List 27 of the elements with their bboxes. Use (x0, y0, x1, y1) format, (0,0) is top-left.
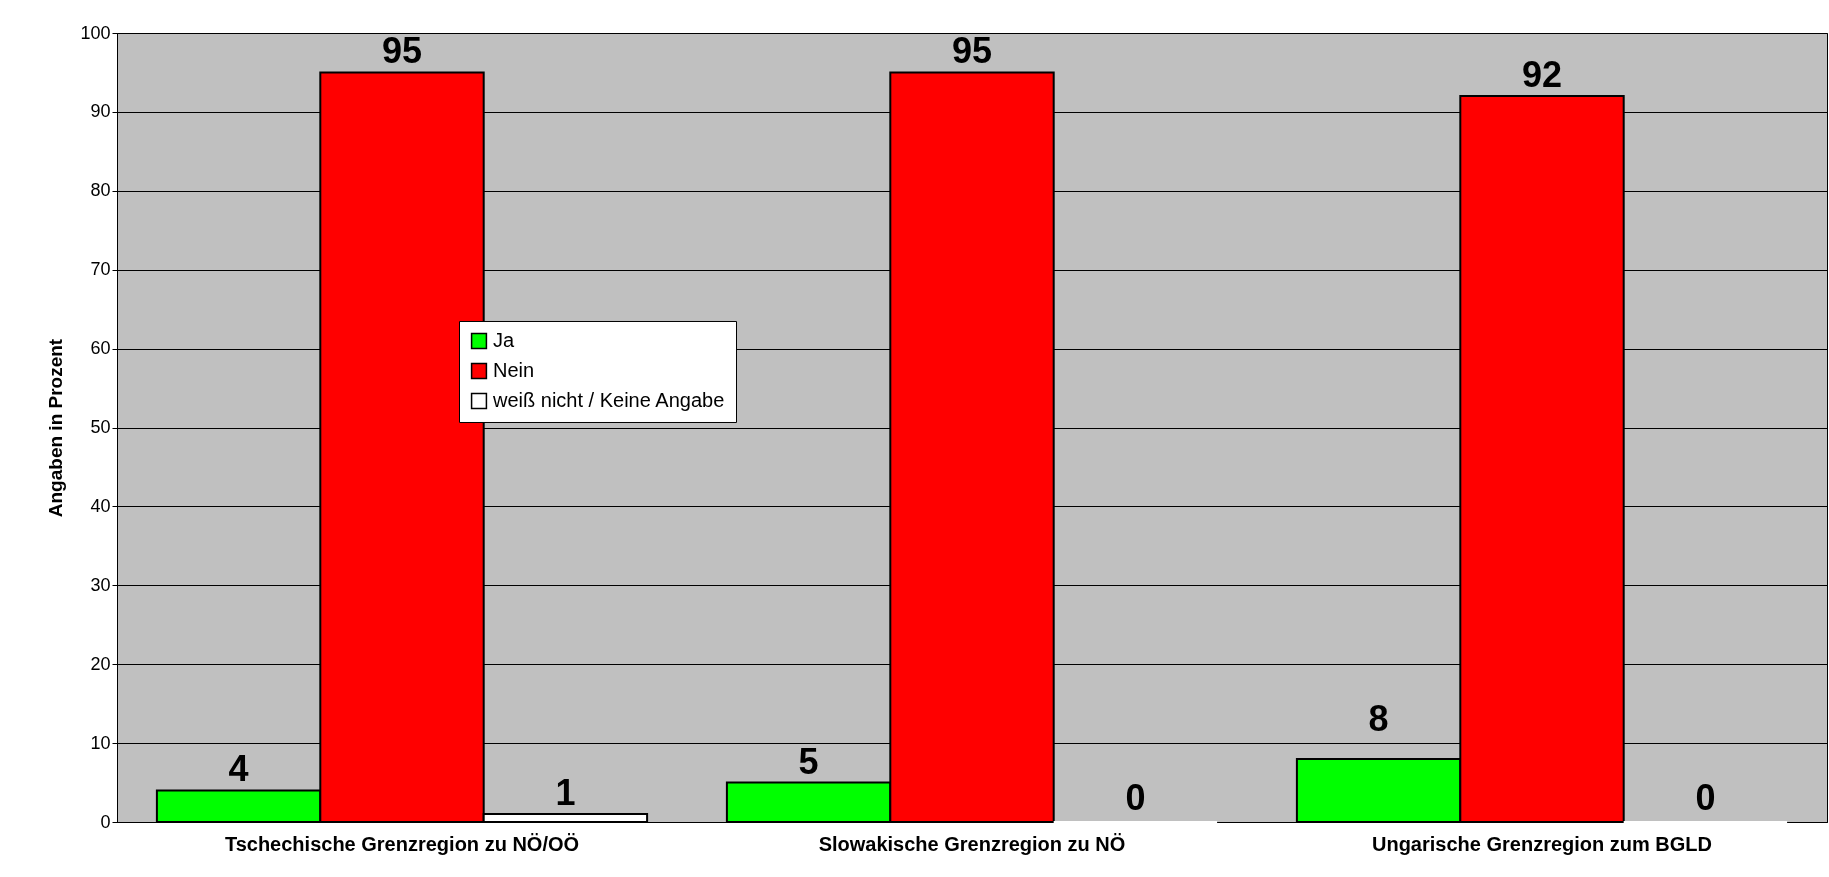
y-tick-label: 70 (90, 259, 111, 280)
data-label: 0 (1695, 777, 1716, 818)
y-tick-label: 80 (90, 180, 111, 201)
data-label: 1 (555, 772, 576, 814)
data-label: 8 (1368, 697, 1389, 739)
y-tick-label: 90 (90, 101, 111, 122)
x-tick-label: Tschechische Grenzregion zu NÖ/OÖ (224, 832, 580, 855)
data-label: 0 (1125, 777, 1146, 818)
y-tick-label: 20 (90, 653, 111, 674)
data-label: 5 (798, 740, 819, 782)
y-tick-label: 50 (90, 417, 111, 437)
legend-label: Nein (493, 358, 535, 381)
data-label: 95 (951, 30, 993, 72)
y-tick-label: 60 (90, 338, 111, 359)
y-tick-label: 30 (90, 574, 111, 595)
y-tick-label: 40 (90, 495, 111, 516)
y-tick-label: 0 (100, 811, 111, 832)
legend-label: weiß nicht / Keine Angabe (492, 388, 725, 411)
y-tick-label: 10 (90, 732, 111, 753)
x-tick-label: Slowakische Grenzregion zu NÖ (818, 832, 1126, 855)
x-tick-label: Ungarische Grenzregion zum BGLD (1371, 832, 1713, 855)
legend-label: Ja (493, 328, 515, 351)
y-axis-title: Angaben in Prozent (45, 338, 67, 518)
data-label: 4 (228, 748, 249, 790)
y-tick-label: 100 (80, 22, 111, 43)
data-label: 92 (1521, 54, 1563, 96)
data-label: 95 (381, 30, 423, 72)
